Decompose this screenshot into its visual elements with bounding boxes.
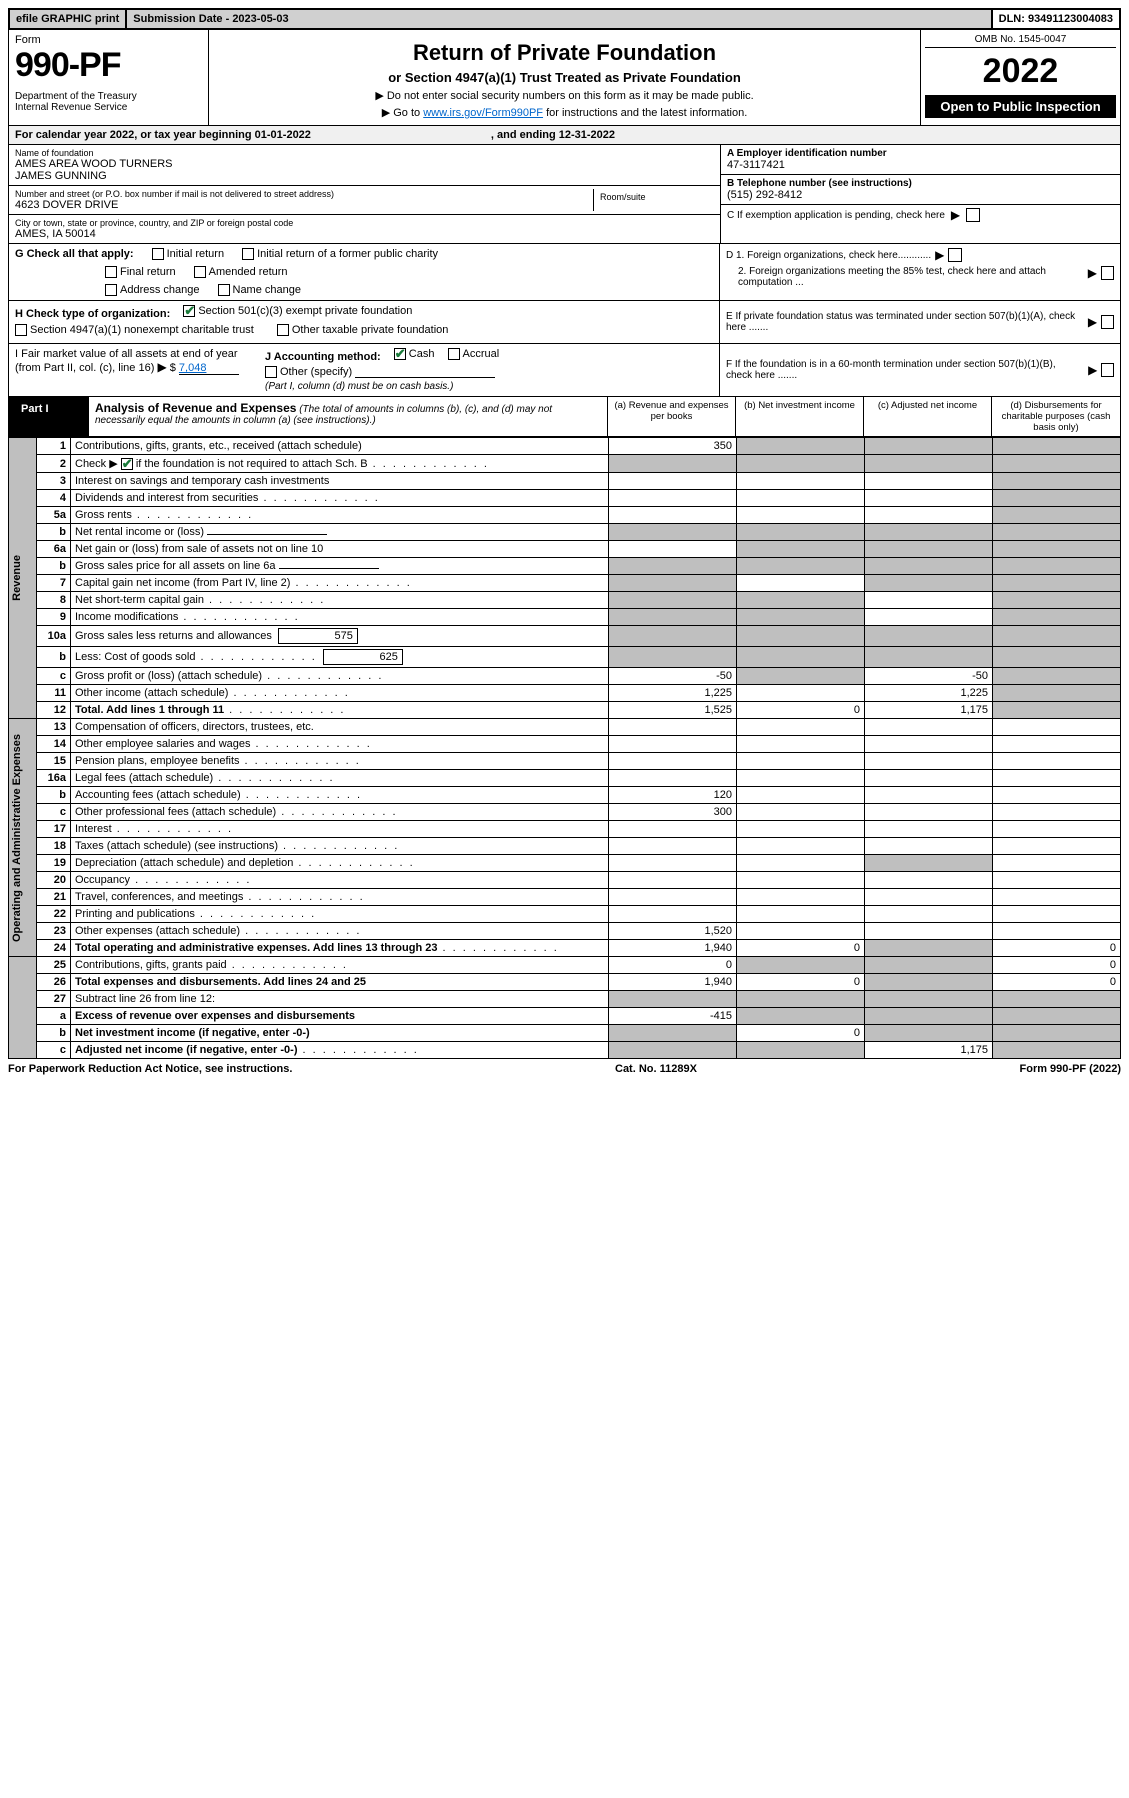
c-checkbox[interactable] bbox=[966, 208, 980, 222]
form-header: Form 990-PF Department of the Treasury I… bbox=[8, 30, 1121, 126]
g-name-change[interactable] bbox=[218, 284, 230, 296]
inst-1: ▶ Do not enter social security numbers o… bbox=[215, 89, 914, 102]
form-title: Return of Private Foundation bbox=[215, 40, 914, 66]
j-label: J Accounting method: bbox=[265, 351, 381, 363]
h-label: H Check type of organization: bbox=[15, 308, 170, 320]
col-a-head: (a) Revenue and expenses per books bbox=[608, 397, 736, 436]
revenue-side-label: Revenue bbox=[9, 547, 25, 609]
city-state-zip: AMES, IA 50014 bbox=[15, 228, 714, 240]
efile-print-button[interactable]: efile GRAPHIC print bbox=[10, 10, 127, 28]
phone-label: B Telephone number (see instructions) bbox=[727, 178, 1114, 189]
expenses-side-label: Operating and Administrative Expenses bbox=[9, 726, 25, 950]
form-subtitle: or Section 4947(a)(1) Trust Treated as P… bbox=[215, 70, 914, 85]
footer-right: Form 990-PF (2022) bbox=[1020, 1063, 1121, 1075]
col-c-head: (c) Adjusted net income bbox=[864, 397, 992, 436]
d2-checkbox[interactable] bbox=[1101, 266, 1114, 280]
phone-value: (515) 292-8412 bbox=[727, 189, 1114, 201]
addr-label: Number and street (or P.O. box number if… bbox=[15, 189, 593, 199]
part1-label: Part I bbox=[9, 397, 89, 436]
d1-label: D 1. Foreign organizations, check here..… bbox=[726, 250, 931, 261]
dept-treasury: Department of the Treasury Internal Reve… bbox=[15, 91, 202, 113]
open-to-public: Open to Public Inspection bbox=[925, 95, 1116, 118]
page-footer: For Paperwork Reduction Act Notice, see … bbox=[8, 1059, 1121, 1079]
tax-year: 2022 bbox=[925, 52, 1116, 91]
inst-2: ▶ Go to www.irs.gov/Form990PF for instru… bbox=[215, 106, 914, 119]
entity-info: Name of foundation AMES AREA WOOD TURNER… bbox=[8, 145, 1121, 244]
fmv-link[interactable]: 7,048 bbox=[179, 362, 239, 375]
j-note: (Part I, column (d) must be on cash basi… bbox=[265, 381, 499, 392]
d1-checkbox[interactable] bbox=[948, 248, 962, 262]
g-initial-former[interactable] bbox=[242, 248, 254, 260]
omb-number: OMB No. 1545-0047 bbox=[925, 34, 1116, 48]
h-other-taxable[interactable] bbox=[277, 324, 289, 336]
top-bar: efile GRAPHIC print Submission Date - 20… bbox=[8, 8, 1121, 30]
g-initial-return[interactable] bbox=[152, 248, 164, 260]
city-label: City or town, state or province, country… bbox=[15, 218, 714, 228]
f-checkbox[interactable] bbox=[1101, 363, 1114, 377]
calendar-year-row: For calendar year 2022, or tax year begi… bbox=[8, 126, 1121, 145]
c-label: C If exemption application is pending, c… bbox=[727, 210, 945, 221]
ein-label: A Employer identification number bbox=[727, 148, 1114, 159]
h-501c3[interactable] bbox=[183, 305, 195, 317]
ein-value: 47-3117421 bbox=[727, 159, 1114, 171]
foundation-name: AMES AREA WOOD TURNERS JAMES GUNNING bbox=[15, 158, 714, 182]
dln: DLN: 93491123004083 bbox=[993, 10, 1119, 28]
part1-title: Analysis of Revenue and Expenses bbox=[95, 401, 296, 415]
j-other[interactable] bbox=[265, 366, 277, 378]
name-label: Name of foundation bbox=[15, 148, 714, 158]
g-label: G Check all that apply: bbox=[15, 248, 134, 260]
col-b-head: (b) Net investment income bbox=[736, 397, 864, 436]
submission-date: Submission Date - 2023-05-03 bbox=[127, 10, 992, 28]
street-address: 4623 DOVER DRIVE bbox=[15, 199, 593, 211]
form990pf-link[interactable]: www.irs.gov/Form990PF bbox=[423, 107, 543, 119]
g-address-change[interactable] bbox=[105, 284, 117, 296]
part1-table: Revenue 1Contributions, gifts, grants, e… bbox=[8, 437, 1121, 1059]
h-4947a1[interactable] bbox=[15, 324, 27, 336]
e-label: E If private foundation status was termi… bbox=[726, 311, 1084, 333]
room-suite-label: Room/suite bbox=[594, 189, 714, 211]
form-label: Form bbox=[15, 34, 202, 46]
footer-left: For Paperwork Reduction Act Notice, see … bbox=[8, 1063, 292, 1075]
g-final-return[interactable] bbox=[105, 266, 117, 278]
footer-mid: Cat. No. 11289X bbox=[615, 1063, 697, 1075]
form-number: 990-PF bbox=[15, 46, 202, 85]
d2-label: 2. Foreign organizations meeting the 85%… bbox=[726, 266, 1084, 288]
col-d-head: (d) Disbursements for charitable purpose… bbox=[992, 397, 1120, 436]
part1-header: Part I Analysis of Revenue and Expenses … bbox=[8, 397, 1121, 437]
e-checkbox[interactable] bbox=[1101, 315, 1114, 329]
j-accrual[interactable] bbox=[448, 348, 460, 360]
g-amended[interactable] bbox=[194, 266, 206, 278]
j-cash[interactable] bbox=[394, 348, 406, 360]
f-label: F If the foundation is in a 60-month ter… bbox=[726, 359, 1084, 381]
schb-checkbox[interactable] bbox=[121, 458, 133, 470]
